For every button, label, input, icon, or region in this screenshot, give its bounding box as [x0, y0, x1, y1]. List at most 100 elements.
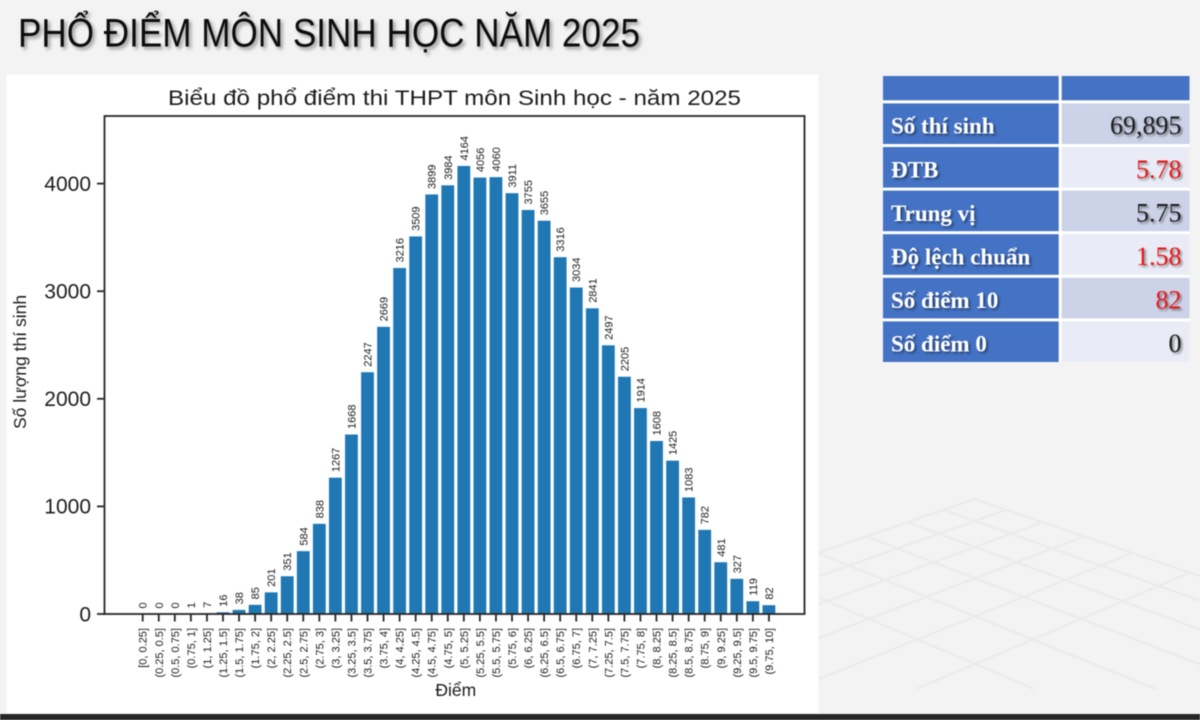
- svg-text:82: 82: [1156, 286, 1182, 315]
- svg-text:(1, 1.25]: (1, 1.25]: [202, 628, 214, 668]
- svg-text:0: 0: [1169, 329, 1182, 358]
- svg-text:Số thí sinh: Số thí sinh: [891, 114, 995, 139]
- svg-text:(3.75, 4]: (3.75, 4]: [379, 628, 391, 668]
- svg-text:(4.5, 4.75]: (4.5, 4.75]: [427, 628, 439, 678]
- svg-text:(9, 9.25]: (9, 9.25]: [716, 628, 728, 668]
- svg-text:(6.25, 6.5]: (6.25, 6.5]: [539, 628, 551, 678]
- svg-text:Số điểm 10: Số điểm 10: [891, 288, 998, 313]
- svg-text:(2.5, 2.75]: (2.5, 2.75]: [298, 628, 310, 678]
- svg-text:2497: 2497: [603, 315, 615, 339]
- svg-text:351: 351: [282, 552, 294, 570]
- svg-text:(7.5, 7.75]: (7.5, 7.75]: [619, 628, 631, 678]
- svg-text:(5.75, 6]: (5.75, 6]: [507, 628, 519, 668]
- svg-text:(1.75, 2]: (1.75, 2]: [250, 628, 262, 668]
- svg-text:5.75: 5.75: [1136, 198, 1182, 227]
- svg-text:(6.75, 7]: (6.75, 7]: [571, 628, 583, 668]
- svg-text:(7.25, 7.5]: (7.25, 7.5]: [603, 628, 615, 678]
- svg-text:1914: 1914: [635, 378, 647, 402]
- svg-text:(5.25, 5.5]: (5.25, 5.5]: [475, 628, 487, 678]
- svg-text:782: 782: [700, 506, 712, 524]
- svg-text:16: 16: [218, 595, 230, 607]
- svg-text:4060: 4060: [491, 147, 503, 171]
- svg-text:3316: 3316: [555, 227, 567, 251]
- svg-text:4000: 4000: [44, 173, 91, 196]
- svg-text:838: 838: [314, 500, 326, 518]
- svg-text:119: 119: [748, 578, 760, 596]
- svg-text:(2.75, 3]: (2.75, 3]: [314, 628, 326, 668]
- svg-text:Biểu đồ phổ điểm thi THPT môn: Biểu đồ phổ điểm thi THPT môn Sinh học -…: [168, 87, 741, 110]
- svg-text:69,895: 69,895: [1110, 111, 1182, 140]
- svg-text:201: 201: [266, 569, 278, 587]
- svg-text:[0, 0.25]: [0, 0.25]: [138, 628, 150, 668]
- svg-text:1425: 1425: [668, 431, 680, 455]
- svg-text:3984: 3984: [443, 155, 455, 179]
- svg-text:(0.25, 0.5]: (0.25, 0.5]: [154, 628, 166, 678]
- svg-text:(5.5, 5.75]: (5.5, 5.75]: [491, 628, 503, 678]
- svg-text:4056: 4056: [475, 148, 487, 172]
- svg-text:0: 0: [79, 603, 91, 626]
- svg-text:(3, 3.25]: (3, 3.25]: [330, 628, 342, 668]
- svg-text:(8.5, 8.75]: (8.5, 8.75]: [684, 628, 696, 678]
- svg-text:(7.75, 8]: (7.75, 8]: [635, 628, 647, 668]
- svg-text:(8, 8.25]: (8, 8.25]: [652, 628, 664, 668]
- svg-text:1608: 1608: [652, 411, 664, 435]
- svg-text:4164: 4164: [459, 136, 471, 160]
- svg-text:3509: 3509: [411, 206, 423, 230]
- svg-text:1668: 1668: [346, 405, 358, 429]
- svg-text:PHỔ ĐIỂM MÔN SINH HỌC NĂM 2025: PHỔ ĐIỂM MÔN SINH HỌC NĂM 2025: [18, 9, 640, 56]
- svg-text:2247: 2247: [363, 342, 375, 366]
- svg-text:(9.25, 9.5]: (9.25, 9.5]: [732, 628, 744, 678]
- svg-text:2205: 2205: [619, 347, 631, 371]
- svg-text:(9.5, 9.75]: (9.5, 9.75]: [748, 628, 760, 678]
- svg-text:2000: 2000: [44, 388, 91, 411]
- svg-text:2841: 2841: [587, 278, 599, 302]
- svg-text:0: 0: [138, 602, 150, 608]
- svg-text:(4.25, 4.5]: (4.25, 4.5]: [411, 628, 423, 678]
- svg-text:1267: 1267: [330, 448, 342, 472]
- svg-text:3755: 3755: [523, 180, 535, 204]
- svg-text:1083: 1083: [684, 467, 696, 491]
- svg-text:(2.25, 2.5]: (2.25, 2.5]: [282, 628, 294, 678]
- svg-text:5.78: 5.78: [1136, 155, 1182, 184]
- svg-text:(4, 4.25]: (4, 4.25]: [395, 628, 407, 668]
- svg-text:3216: 3216: [395, 238, 407, 262]
- svg-text:Độ lệch chuẩn: Độ lệch chuẩn: [891, 245, 1031, 270]
- svg-text:481: 481: [716, 538, 728, 556]
- svg-text:1000: 1000: [44, 496, 91, 519]
- svg-text:3899: 3899: [427, 164, 439, 188]
- svg-text:3911: 3911: [507, 164, 519, 188]
- svg-text:7: 7: [202, 602, 214, 608]
- svg-text:1: 1: [186, 602, 198, 608]
- svg-text:Số điểm 0: Số điểm 0: [891, 332, 987, 357]
- svg-text:(3.25, 3.5]: (3.25, 3.5]: [346, 628, 358, 678]
- svg-text:(2, 2.25]: (2, 2.25]: [266, 628, 278, 668]
- svg-text:(1.25, 1.5]: (1.25, 1.5]: [218, 628, 230, 678]
- svg-text:(4.75, 5]: (4.75, 5]: [443, 628, 455, 668]
- svg-text:(1.5, 1.75]: (1.5, 1.75]: [234, 628, 246, 678]
- svg-text:(0.75, 1]: (0.75, 1]: [186, 628, 198, 668]
- svg-text:(6, 6.25]: (6, 6.25]: [523, 628, 535, 668]
- svg-text:38: 38: [234, 592, 246, 604]
- svg-text:ĐTB: ĐTB: [891, 157, 938, 182]
- svg-text:Điểm: Điểm: [435, 680, 476, 700]
- svg-text:2669: 2669: [379, 297, 391, 321]
- svg-text:(5, 5.25]: (5, 5.25]: [459, 628, 471, 668]
- svg-text:584: 584: [298, 527, 310, 545]
- svg-text:(9.75, 10]: (9.75, 10]: [764, 628, 776, 674]
- svg-text:3655: 3655: [539, 191, 551, 215]
- svg-text:Trung vị: Trung vị: [891, 201, 976, 226]
- svg-text:3034: 3034: [571, 258, 583, 282]
- svg-text:(3.5, 3.75]: (3.5, 3.75]: [363, 628, 375, 678]
- svg-text:(8.25, 8.5]: (8.25, 8.5]: [668, 628, 680, 678]
- svg-text:0: 0: [170, 602, 182, 608]
- svg-text:0: 0: [154, 602, 166, 608]
- svg-text:(6.5, 6.75]: (6.5, 6.75]: [555, 628, 567, 678]
- svg-text:85: 85: [250, 587, 262, 599]
- svg-text:(7, 7.25]: (7, 7.25]: [587, 628, 599, 668]
- svg-text:3000: 3000: [44, 281, 91, 304]
- svg-text:(8.75, 9]: (8.75, 9]: [700, 628, 712, 668]
- svg-text:(0.5, 0.75]: (0.5, 0.75]: [170, 628, 182, 678]
- svg-text:1.58: 1.58: [1136, 242, 1182, 271]
- svg-text:327: 327: [732, 555, 744, 573]
- svg-text:Số lượng thí sinh: Số lượng thí sinh: [10, 295, 30, 429]
